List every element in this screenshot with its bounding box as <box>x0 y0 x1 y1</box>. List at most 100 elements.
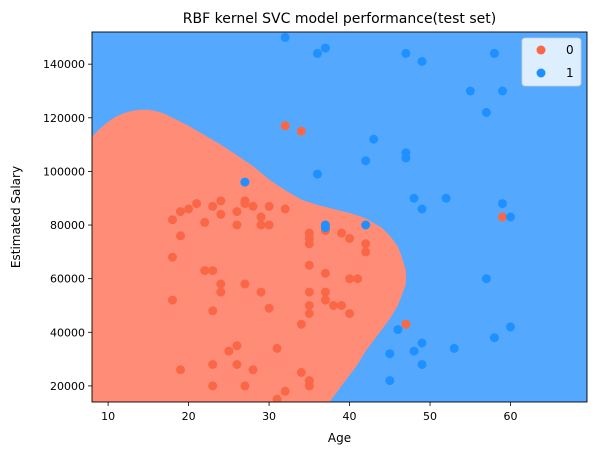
point-class-1 <box>506 322 515 332</box>
point-class-0 <box>208 360 218 369</box>
point-class-0 <box>304 287 314 297</box>
point-class-0 <box>320 268 330 278</box>
x-tick-label: 10 <box>101 410 115 423</box>
point-class-1 <box>441 193 451 203</box>
point-class-1 <box>409 193 419 203</box>
y-tick-label: 80000 <box>50 219 85 232</box>
point-class-1 <box>401 153 411 163</box>
point-class-1 <box>489 333 499 343</box>
point-class-0 <box>216 209 226 219</box>
point-class-1 <box>489 48 499 58</box>
point-class-0 <box>240 279 250 289</box>
region-class-0 <box>92 109 406 402</box>
point-class-0 <box>329 301 338 310</box>
point-class-1 <box>280 32 290 42</box>
point-class-1 <box>417 204 427 214</box>
point-class-0 <box>320 295 330 305</box>
x-tick-label: 50 <box>423 410 437 423</box>
point-class-0 <box>176 207 185 217</box>
point-class-0 <box>304 260 314 270</box>
point-class-0 <box>280 204 290 214</box>
legend: 0 1 <box>521 37 582 87</box>
point-class-1 <box>240 177 250 187</box>
plot-frame <box>91 31 588 403</box>
point-class-0 <box>272 394 282 402</box>
point-class-0 <box>337 228 346 238</box>
point-class-0 <box>216 287 226 297</box>
point-class-0 <box>216 196 226 206</box>
y-tick-label: 100000 <box>43 165 85 178</box>
point-class-0 <box>248 201 258 211</box>
point-class-0 <box>216 279 226 289</box>
point-class-1 <box>320 43 330 53</box>
point-class-1 <box>320 223 330 233</box>
point-class-0 <box>208 201 218 211</box>
point-class-0 <box>498 212 507 222</box>
x-tick-label: 20 <box>182 410 196 423</box>
chart-title: RBF kernel SVC model performance(test se… <box>183 11 496 27</box>
point-class-0 <box>296 368 306 377</box>
point-class-0 <box>168 295 177 305</box>
point-class-0 <box>345 233 355 243</box>
point-class-0 <box>256 220 266 230</box>
point-class-0 <box>248 365 258 375</box>
point-class-1 <box>498 86 507 96</box>
point-class-0 <box>232 360 242 369</box>
point-class-0 <box>224 346 234 356</box>
point-class-1 <box>312 169 322 179</box>
point-class-1 <box>417 360 427 369</box>
point-class-1 <box>393 325 403 335</box>
point-class-1 <box>385 376 395 386</box>
point-class-0 <box>256 212 266 222</box>
point-class-0 <box>256 287 266 297</box>
point-class-1 <box>361 220 371 230</box>
x-tick-label: 40 <box>343 410 357 423</box>
point-class-0 <box>192 199 202 209</box>
point-class-1 <box>465 86 475 96</box>
point-class-1 <box>361 156 371 166</box>
point-class-1 <box>449 343 459 353</box>
x-tick-label: 60 <box>504 410 518 423</box>
point-class-0 <box>272 343 282 353</box>
point-class-0 <box>232 341 242 351</box>
point-class-1 <box>481 107 491 117</box>
point-class-0 <box>345 274 355 284</box>
point-class-0 <box>296 126 306 136</box>
plot-area <box>92 32 587 402</box>
y-tick-label: 20000 <box>50 380 85 393</box>
point-class-0 <box>200 217 210 227</box>
point-class-0 <box>361 239 371 249</box>
x-axis-label: Age <box>328 431 351 445</box>
legend-label-1: 1 <box>566 66 574 80</box>
point-class-0 <box>200 266 210 276</box>
point-class-0 <box>337 301 346 310</box>
point-class-1 <box>506 212 515 222</box>
point-class-0 <box>345 309 355 318</box>
point-class-0 <box>280 386 290 396</box>
point-class-1 <box>401 48 411 58</box>
point-class-1 <box>498 199 507 209</box>
point-class-0 <box>208 266 218 276</box>
legend-label-0: 0 <box>566 43 574 57</box>
point-class-0 <box>208 306 218 316</box>
point-class-1 <box>409 346 419 356</box>
point-class-0 <box>232 220 242 230</box>
point-class-0 <box>168 215 177 225</box>
point-class-0 <box>240 199 250 209</box>
point-class-0 <box>304 309 314 318</box>
point-class-0 <box>208 381 218 391</box>
point-class-1 <box>481 274 491 284</box>
point-class-0 <box>176 365 185 375</box>
point-class-0 <box>240 381 250 391</box>
point-class-0 <box>264 220 274 230</box>
y-axis: 20000 40000 60000 80000 100000 120000 140000 <box>43 58 92 393</box>
y-axis-label: Estimated Salary <box>9 166 23 268</box>
point-class-0 <box>184 204 194 214</box>
point-class-0 <box>264 201 274 211</box>
legend-marker-0 <box>536 45 546 55</box>
legend-marker-1 <box>536 68 546 78</box>
point-class-0 <box>232 207 242 217</box>
y-tick-label: 120000 <box>43 112 85 125</box>
point-class-0 <box>304 301 314 310</box>
point-class-0 <box>353 274 363 284</box>
